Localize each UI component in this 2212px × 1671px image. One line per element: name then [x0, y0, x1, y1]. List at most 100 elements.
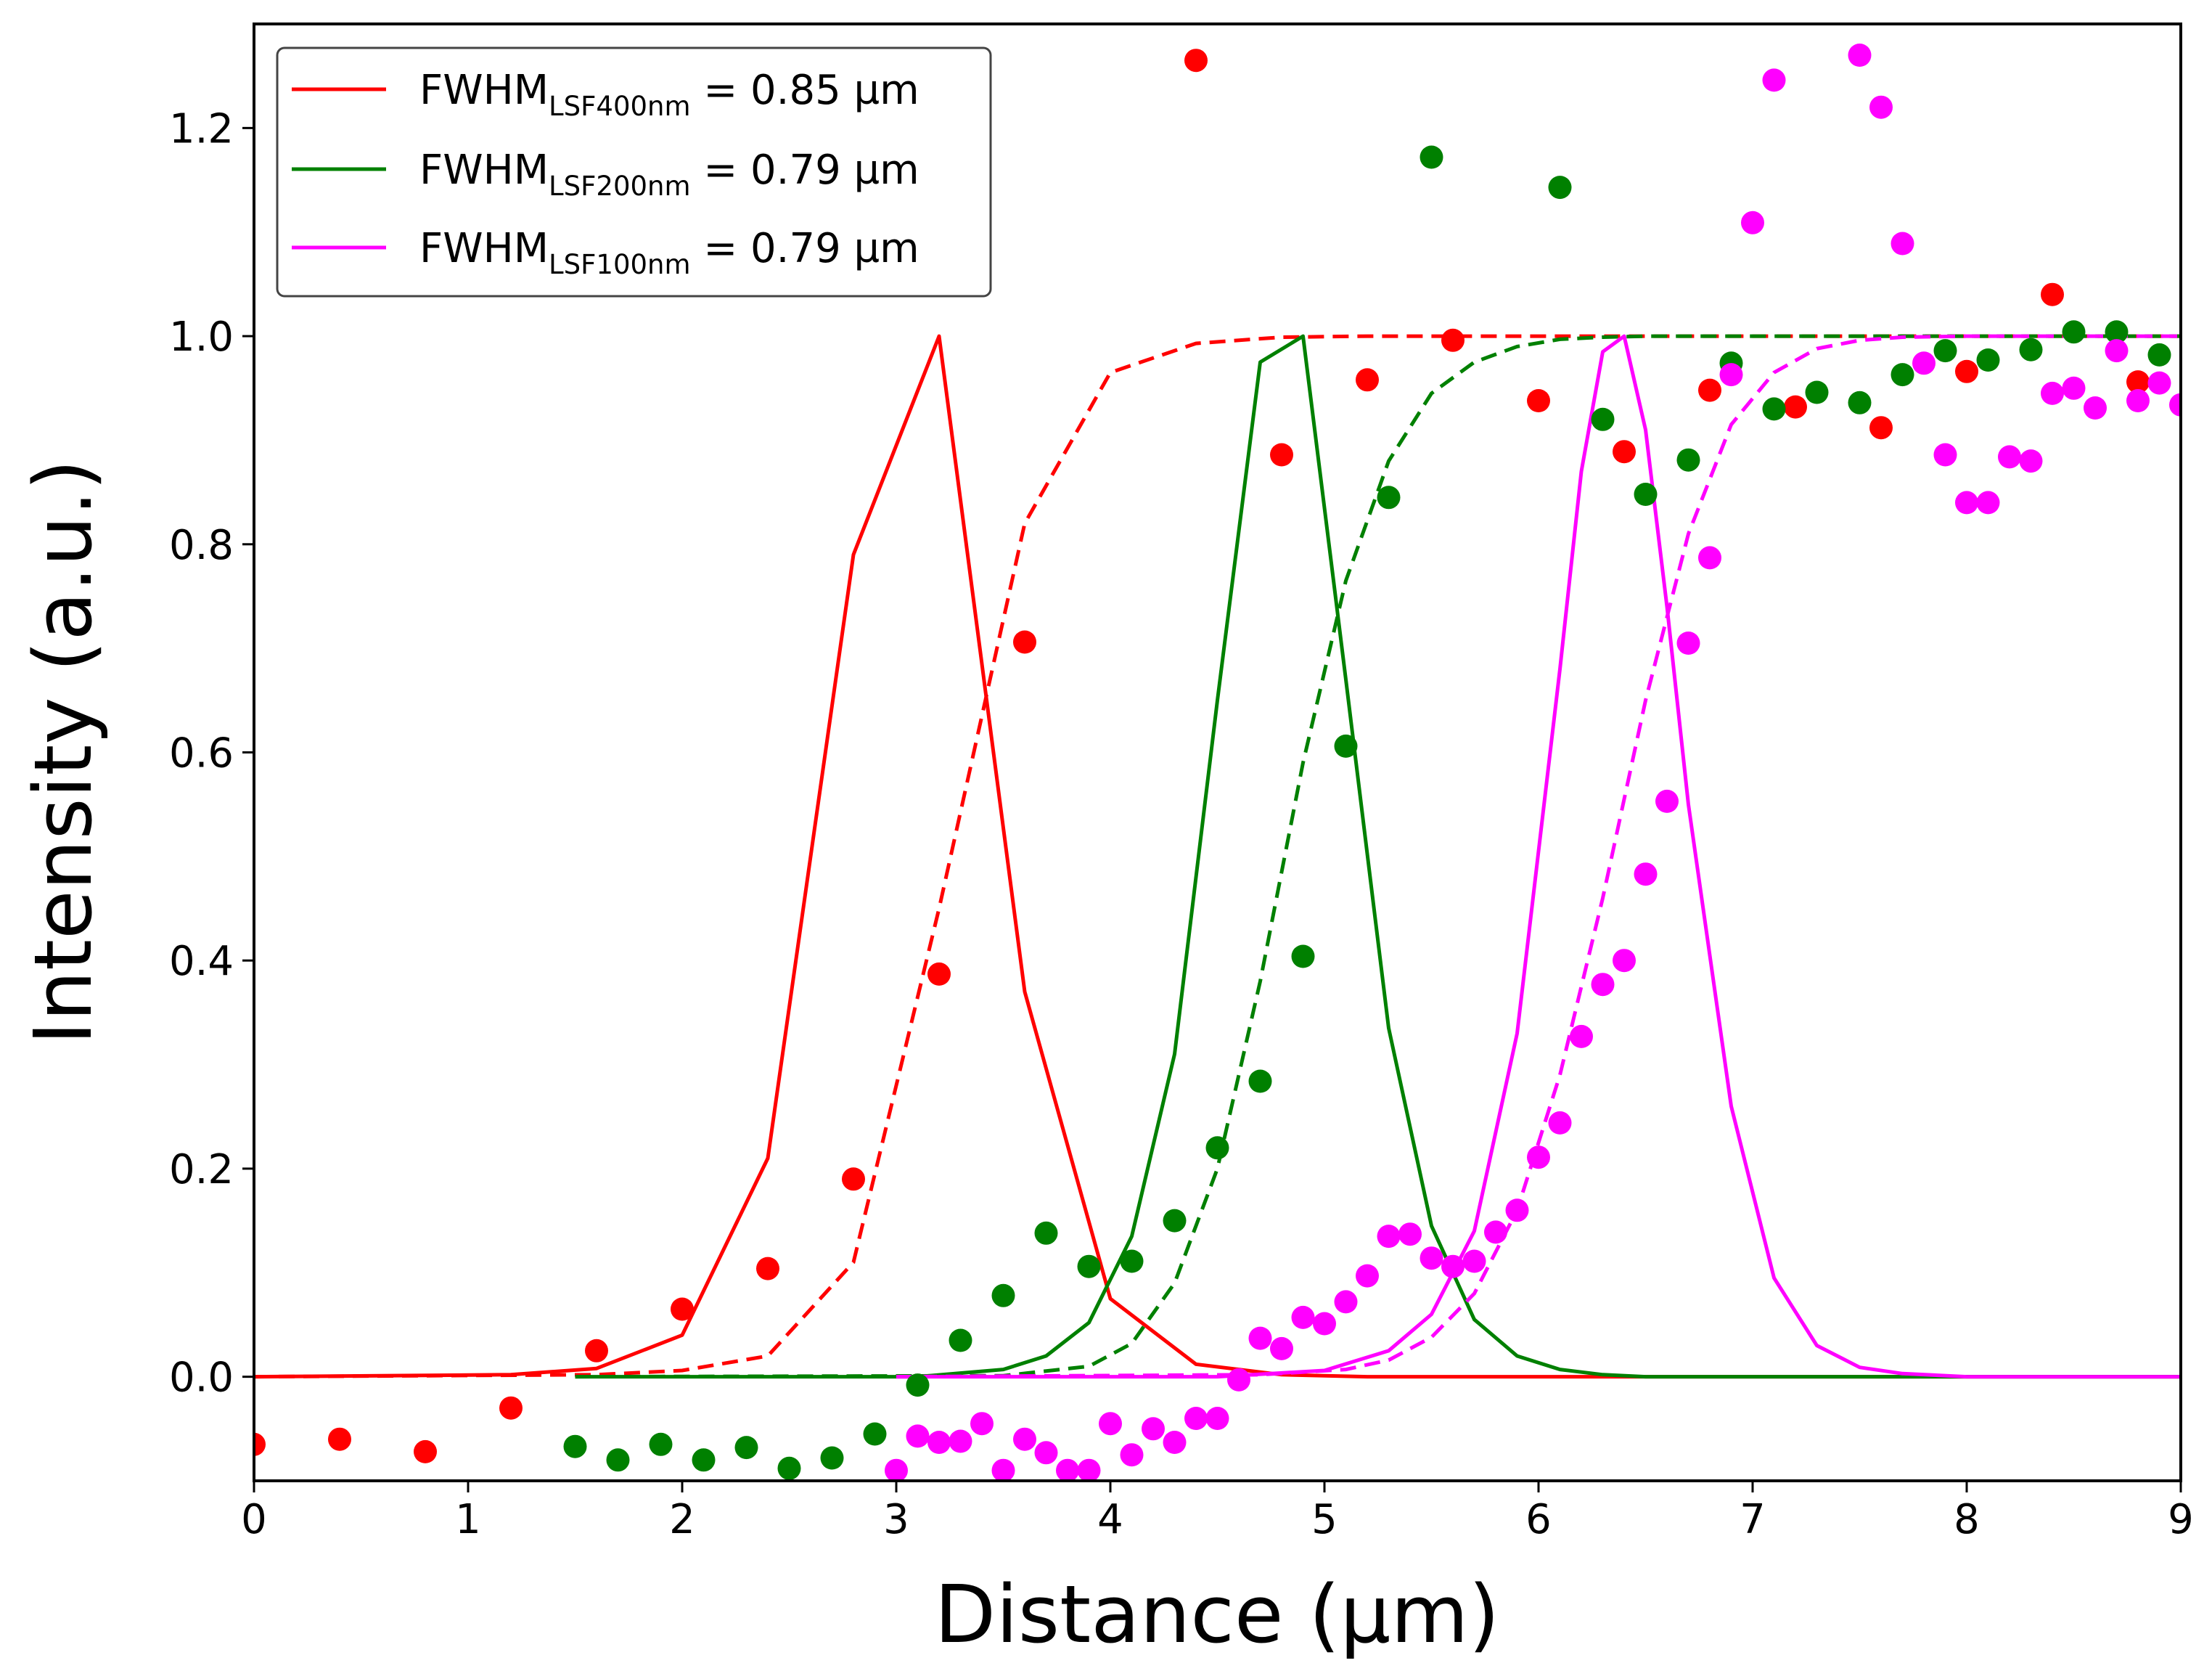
- data-point-200nm: [2105, 320, 2129, 344]
- data-point-200nm: [1976, 348, 2000, 372]
- data-point-100nm: [1741, 211, 1764, 234]
- x-tick-label: 2: [669, 1496, 695, 1543]
- y-tick-label: 0.2: [169, 1146, 234, 1193]
- data-point-200nm: [1163, 1209, 1187, 1233]
- data-point-100nm: [1933, 443, 1957, 467]
- data-point-400nm: [1441, 328, 1465, 352]
- data-point-100nm: [1227, 1368, 1250, 1392]
- data-point-200nm: [863, 1422, 887, 1446]
- data-point-100nm: [1955, 491, 1978, 515]
- y-tick-label: 1.0: [169, 314, 234, 361]
- data-point-200nm: [734, 1436, 758, 1460]
- data-point-100nm: [1056, 1458, 1079, 1481]
- data-point-200nm: [1377, 486, 1401, 510]
- esf-fit-line-100nm: [896, 334, 2181, 1379]
- legend-label-200nm: FWHMLSF200nm = 0.79 µm: [419, 147, 919, 202]
- data-point-100nm: [1869, 95, 1893, 119]
- data-point-100nm: [1998, 445, 2021, 469]
- data-point-100nm: [1377, 1225, 1401, 1249]
- x-tick-label: 6: [1525, 1496, 1552, 1543]
- data-point-100nm: [1291, 1305, 1315, 1329]
- data-point-400nm: [1527, 389, 1550, 412]
- data-point-100nm: [1441, 1254, 1465, 1278]
- x-tick-label: 8: [1954, 1496, 1980, 1543]
- data-point-100nm: [1248, 1326, 1272, 1350]
- data-point-200nm: [692, 1448, 716, 1472]
- data-point-100nm: [1163, 1431, 1187, 1454]
- data-point-100nm: [1976, 491, 2000, 515]
- data-point-100nm: [1099, 1412, 1122, 1436]
- x-axis-title: Distance (µm): [935, 1568, 1500, 1661]
- data-point-200nm: [1848, 391, 1872, 414]
- data-point-400nm: [414, 1439, 437, 1463]
- legend: FWHMLSF400nm = 0.85 µm FWHMLSF200nm = 0.…: [276, 46, 992, 298]
- data-point-100nm: [2147, 371, 2171, 395]
- data-point-200nm: [1805, 380, 1829, 404]
- data-point-100nm: [1034, 1441, 1058, 1465]
- legend-entry-200nm: FWHMLSF200nm = 0.79 µm: [292, 147, 919, 202]
- data-point-100nm: [1762, 68, 1786, 92]
- data-point-400nm: [1613, 440, 1636, 464]
- data-point-400nm: [1784, 395, 1807, 419]
- data-point-200nm: [649, 1432, 673, 1456]
- legend-entry-400nm: FWHMLSF400nm = 0.85 µm: [292, 67, 919, 122]
- data-point-200nm: [1291, 944, 1315, 968]
- data-point-200nm: [1077, 1254, 1101, 1278]
- data-point-100nm: [1505, 1198, 1529, 1222]
- data-point-100nm: [906, 1424, 930, 1448]
- data-point-400nm: [1869, 416, 1893, 440]
- data-point-400nm: [671, 1297, 694, 1321]
- data-point-200nm: [1634, 483, 1658, 506]
- data-point-100nm: [949, 1429, 972, 1453]
- data-point-100nm: [1655, 789, 1679, 813]
- data-point-100nm: [1313, 1312, 1336, 1336]
- data-point-100nm: [1142, 1417, 1165, 1441]
- data-point-100nm: [1570, 1024, 1593, 1048]
- data-point-200nm: [563, 1434, 587, 1458]
- data-point-100nm: [1120, 1443, 1144, 1467]
- data-point-100nm: [1891, 232, 1914, 256]
- data-point-100nm: [1719, 363, 1743, 387]
- data-point-200nm: [906, 1373, 930, 1397]
- legend-entry-100nm: FWHMLSF100nm = 0.79 µm: [292, 225, 919, 280]
- data-point-400nm: [1270, 443, 1293, 467]
- data-point-400nm: [1698, 378, 1721, 402]
- data-point-100nm: [970, 1412, 994, 1436]
- x-tick-label: 1: [455, 1496, 481, 1543]
- y-tick-label: 0.4: [169, 938, 234, 985]
- data-point-400nm: [2041, 282, 2064, 306]
- points-layer: [254, 44, 2181, 1481]
- data-point-400nm: [328, 1427, 351, 1451]
- data-point-200nm: [1762, 397, 1786, 421]
- data-point-200nm: [1034, 1221, 1058, 1245]
- data-point-200nm: [606, 1448, 630, 1472]
- data-point-100nm: [885, 1458, 908, 1481]
- y-tick-label: 0.0: [169, 1355, 234, 1402]
- data-point-100nm: [1676, 632, 1700, 655]
- data-point-100nm: [2019, 449, 2043, 473]
- data-point-100nm: [1356, 1264, 1379, 1288]
- data-point-400nm: [1955, 359, 1978, 383]
- x-tick-label: 4: [1097, 1496, 1123, 1543]
- lsf-line-100nm: [896, 334, 2181, 1379]
- data-point-400nm: [1184, 49, 1208, 73]
- data-point-100nm: [1548, 1111, 1572, 1135]
- data-point-100nm: [2105, 339, 2129, 363]
- data-point-200nm: [1548, 176, 1572, 200]
- data-point-400nm: [585, 1339, 608, 1362]
- data-point-200nm: [1334, 734, 1358, 758]
- esf-fit-line-200nm: [575, 334, 2181, 1379]
- data-point-100nm: [1527, 1145, 1550, 1169]
- data-point-400nm: [927, 962, 951, 986]
- data-point-100nm: [1484, 1220, 1507, 1244]
- lsf-line-400nm: [254, 334, 2181, 1379]
- data-point-200nm: [1120, 1249, 1144, 1273]
- data-point-100nm: [991, 1458, 1015, 1481]
- x-tick-label: 5: [1311, 1496, 1338, 1543]
- data-point-400nm: [254, 1432, 266, 1456]
- data-point-200nm: [1676, 448, 1700, 472]
- data-point-100nm: [1077, 1458, 1101, 1481]
- lines-layer: [254, 334, 2181, 1379]
- data-point-200nm: [1205, 1136, 1229, 1160]
